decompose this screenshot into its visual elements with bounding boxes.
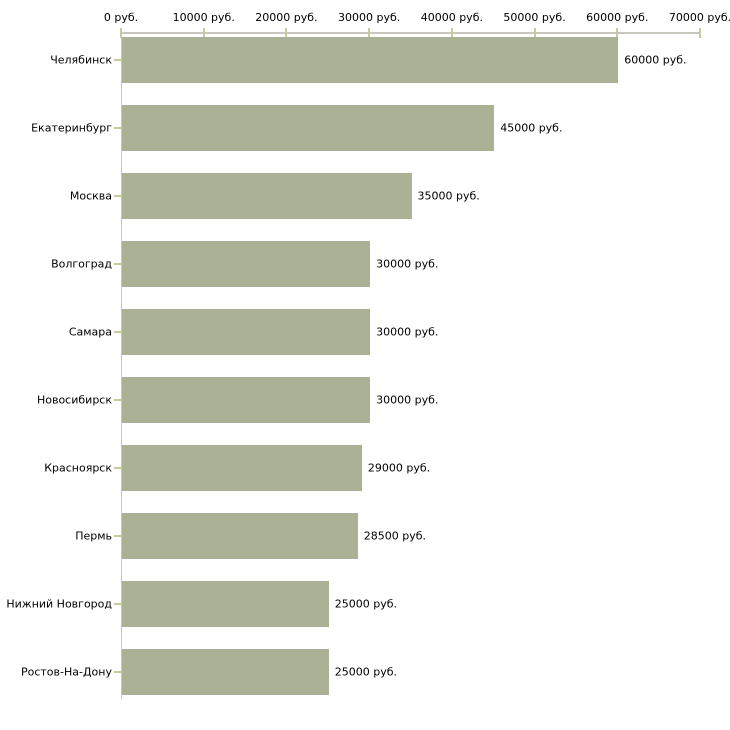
bar xyxy=(122,649,329,695)
y-axis-line xyxy=(121,33,122,699)
y-tick-mark xyxy=(114,399,121,401)
y-tick-mark xyxy=(114,263,121,265)
x-tick-mark xyxy=(285,28,288,38)
x-tick-label: 40000 руб. xyxy=(420,11,483,24)
y-tick-mark xyxy=(114,603,121,605)
x-tick-mark xyxy=(699,28,701,38)
value-label: 30000 руб. xyxy=(376,393,439,407)
category-label: Самара xyxy=(68,325,112,339)
y-tick-mark xyxy=(114,331,121,333)
x-tick-mark xyxy=(368,28,371,38)
bar xyxy=(122,241,371,287)
bar xyxy=(122,445,362,491)
category-label: Челябинск xyxy=(50,53,112,67)
y-tick-mark xyxy=(114,467,121,469)
x-tick-mark xyxy=(616,28,619,38)
bar xyxy=(122,377,371,423)
value-label: 25000 руб. xyxy=(334,665,398,679)
bar xyxy=(122,309,371,355)
x-tick-label: 20000 руб. xyxy=(255,11,318,24)
value-label: 60000 руб. xyxy=(624,53,687,67)
x-tick-label: 30000 руб. xyxy=(338,11,401,24)
x-tick-label: 10000 руб. xyxy=(172,11,235,24)
x-tick-mark xyxy=(202,28,205,38)
x-tick-label: 50000 руб. xyxy=(503,11,566,24)
x-tick-mark xyxy=(450,28,453,38)
y-tick-mark xyxy=(114,535,121,537)
x-tick-label: 70000 руб. xyxy=(668,11,730,24)
y-tick-mark xyxy=(114,671,121,673)
value-label: 25000 руб. xyxy=(334,597,398,611)
bar xyxy=(122,37,619,83)
value-label: 30000 руб. xyxy=(376,257,439,271)
bar xyxy=(122,173,412,219)
category-label: Москва xyxy=(69,189,112,203)
category-label: Ростов-На-Дону xyxy=(20,665,112,679)
x-tick-label: 0 руб. xyxy=(103,11,139,24)
x-tick-mark xyxy=(533,28,536,38)
bar xyxy=(122,513,358,559)
category-label: Красноярск xyxy=(44,461,112,475)
x-tick-label: 60000 руб. xyxy=(586,11,649,24)
bar xyxy=(122,105,495,151)
category-label: Волгоград xyxy=(51,257,112,271)
bar xyxy=(122,581,329,627)
y-tick-mark xyxy=(114,195,121,197)
value-label: 30000 руб. xyxy=(376,325,439,339)
category-label: Пермь xyxy=(75,529,112,543)
y-tick-mark xyxy=(114,59,121,61)
x-axis-line xyxy=(121,32,700,34)
x-tick-mark xyxy=(120,28,122,38)
value-label: 45000 руб. xyxy=(500,121,563,135)
category-label: Нижний Новгород xyxy=(6,597,112,611)
value-label: 29000 руб. xyxy=(367,461,431,475)
y-tick-mark xyxy=(114,127,121,129)
value-label: 28500 руб. xyxy=(363,529,426,543)
category-label: Новосибирск xyxy=(36,393,112,407)
value-label: 35000 руб. xyxy=(417,189,480,203)
category-label: Екатеринбург xyxy=(31,121,112,135)
